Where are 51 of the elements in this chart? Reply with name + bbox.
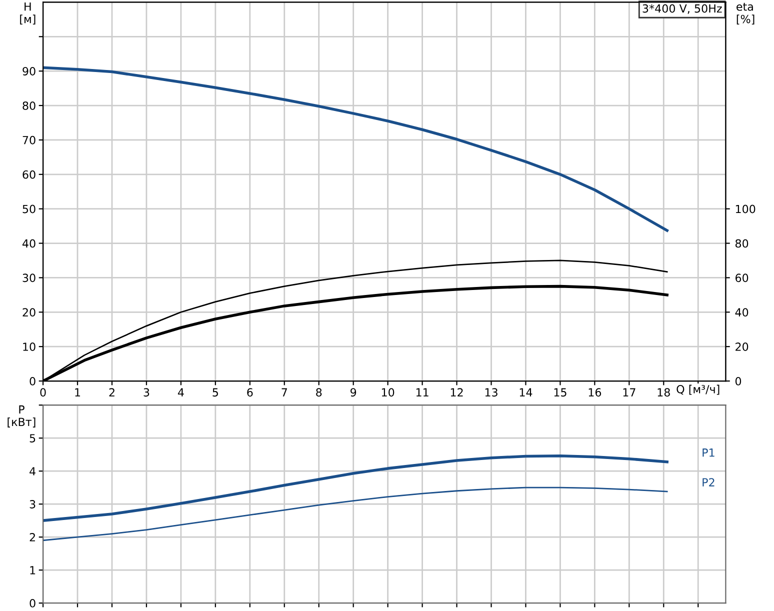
y-tick-label: 80 (22, 101, 36, 110)
y2-tick-label: 80 (735, 239, 748, 248)
text: P1 (702, 448, 714, 457)
x-tick-label: 15 (554, 388, 566, 397)
y-tick-label: 50 (22, 204, 36, 214)
y-tick-label: 30 (22, 274, 36, 282)
x-tick-label: 12 (450, 388, 463, 396)
y-tick-label: 0 (30, 599, 36, 608)
x-tick-label: 17 (623, 388, 636, 396)
y-tick-label: 4 (30, 467, 36, 476)
x-tick-label: 4 (178, 388, 184, 396)
x-tick-label: 7 (282, 388, 287, 396)
y2-tick-label: 100 (736, 204, 756, 214)
x-tick-label: 5 (212, 388, 218, 397)
x-tick-label: 8 (316, 388, 322, 397)
y2-tick-label: 60 (736, 274, 748, 282)
line-series (43, 486, 668, 542)
y-tick-label: 0 (30, 376, 36, 386)
x-tick-label: 14 (520, 388, 532, 396)
x-tick-label: 16 (588, 388, 602, 397)
y2-tick-label: 20 (736, 342, 748, 351)
y-tick-label: 20 (22, 308, 36, 317)
x-tick-label: 11 (416, 388, 428, 396)
y-tick-label: 2 (30, 533, 35, 542)
x-tick-label: 2 (109, 388, 114, 396)
y-tick-label: 5 (30, 434, 36, 442)
line-series (43, 454, 668, 522)
y-tick-label: 3 (30, 500, 36, 508)
x-axis-title: Q [м³/ч] (676, 384, 720, 395)
y2-tick-label: 0 (735, 376, 742, 386)
y-tick-label: 60 (22, 170, 36, 179)
x-tick-label: 18 (658, 388, 670, 397)
line-series (43, 66, 668, 232)
y-tick-label: 70 (22, 136, 36, 144)
x-tick-label: 6 (247, 388, 253, 397)
y-axis-title: H [м] (20, 2, 36, 25)
x-tick-label: 10 (382, 388, 394, 397)
x-tick-label: 13 (485, 388, 498, 397)
x-tick-label: 9 (350, 388, 356, 397)
y-tick-label: 40 (22, 239, 36, 248)
y-tick-label: 1 (30, 566, 36, 574)
y2-tick-label: 40 (735, 308, 748, 317)
text: P2 (702, 478, 714, 486)
y-tick-label: 10 (23, 342, 36, 351)
x-tick-label: 3 (144, 388, 150, 397)
x-tick-label: 1 (75, 388, 80, 396)
y2-axis-title: eta [%] (736, 2, 754, 25)
annotation: 3*400 V, 50Hz (642, 4, 722, 14)
y-tick-label: 90 (22, 67, 36, 76)
x-tick-label: 0 (40, 388, 46, 397)
y-axis-title: P [кВт] (8, 405, 36, 428)
